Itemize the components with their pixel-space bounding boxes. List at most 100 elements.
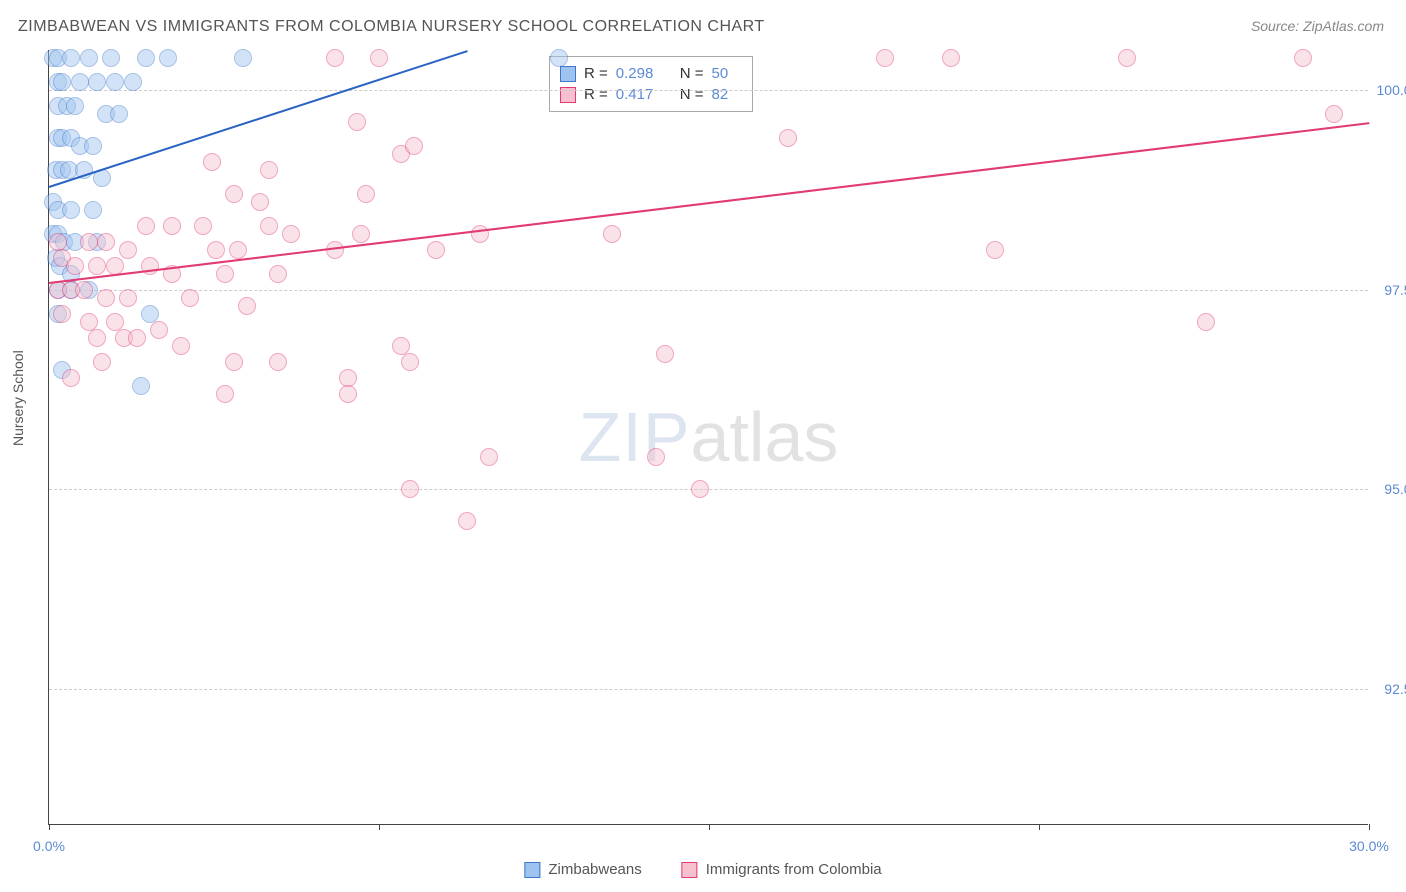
data-point (647, 448, 665, 466)
data-point (251, 193, 269, 211)
series-legend: Zimbabweans Immigrants from Colombia (524, 861, 881, 878)
data-point (88, 73, 106, 91)
x-tick (1039, 824, 1040, 830)
gridline (49, 90, 1368, 91)
chart-title: ZIMBABWEAN VS IMMIGRANTS FROM COLOMBIA N… (18, 18, 765, 36)
n-value: 82 (712, 86, 742, 103)
data-point (137, 49, 155, 67)
data-point (62, 369, 80, 387)
data-point (260, 161, 278, 179)
y-tick-label: 92.5% (1374, 681, 1406, 697)
trendline (49, 122, 1369, 284)
x-tick (49, 824, 50, 830)
data-point (194, 217, 212, 235)
data-point (97, 289, 115, 307)
data-point (1294, 49, 1312, 67)
data-point (458, 512, 476, 530)
watermark-part1: ZIP (579, 398, 691, 476)
data-point (401, 353, 419, 371)
legend-label: Zimbabweans (548, 861, 641, 878)
data-point (550, 49, 568, 67)
data-point (603, 225, 621, 243)
data-point (370, 49, 388, 67)
r-label: R = (584, 65, 608, 82)
data-point (225, 353, 243, 371)
y-tick-label: 95.0% (1374, 481, 1406, 497)
legend-item: Immigrants from Colombia (682, 861, 882, 878)
data-point (106, 73, 124, 91)
data-point (326, 49, 344, 67)
legend-swatch (560, 87, 576, 103)
data-point (238, 297, 256, 315)
correlation-legend: R =0.298N =50R =0.417N =82 (549, 56, 753, 112)
gridline (49, 689, 1368, 690)
data-point (357, 185, 375, 203)
data-point (71, 73, 89, 91)
y-axis-label: Nursery School (10, 350, 26, 446)
data-point (348, 113, 366, 131)
legend-swatch (560, 66, 576, 82)
watermark: ZIPatlas (579, 397, 839, 477)
gridline (49, 290, 1368, 291)
n-label: N = (680, 86, 704, 103)
data-point (137, 217, 155, 235)
data-point (471, 225, 489, 243)
data-point (53, 73, 71, 91)
data-point (159, 49, 177, 67)
data-point (216, 385, 234, 403)
y-tick-label: 97.5% (1374, 282, 1406, 298)
x-tick (1369, 824, 1370, 830)
x-tick-label: 30.0% (1349, 838, 1389, 854)
legend-swatch (524, 862, 540, 878)
data-point (401, 480, 419, 498)
data-point (62, 201, 80, 219)
y-tick-label: 100.0% (1374, 82, 1406, 98)
legend-item: Zimbabweans (524, 861, 641, 878)
chart-container: ZIMBABWEAN VS IMMIGRANTS FROM COLOMBIA N… (0, 0, 1406, 892)
data-point (84, 201, 102, 219)
data-point (282, 225, 300, 243)
r-value: 0.298 (616, 65, 662, 82)
data-point (53, 305, 71, 323)
data-point (1325, 105, 1343, 123)
data-point (88, 329, 106, 347)
data-point (225, 185, 243, 203)
data-point (97, 233, 115, 251)
data-point (163, 217, 181, 235)
data-point (207, 241, 225, 259)
data-point (110, 105, 128, 123)
data-point (93, 353, 111, 371)
data-point (88, 257, 106, 275)
legend-swatch (682, 862, 698, 878)
data-point (234, 49, 252, 67)
r-label: R = (584, 86, 608, 103)
data-point (75, 281, 93, 299)
data-point (203, 153, 221, 171)
data-point (132, 377, 150, 395)
data-point (229, 241, 247, 259)
legend-label: Immigrants from Colombia (706, 861, 882, 878)
data-point (84, 137, 102, 155)
data-point (405, 137, 423, 155)
data-point (66, 257, 84, 275)
data-point (216, 265, 234, 283)
data-point (876, 49, 894, 67)
data-point (80, 233, 98, 251)
data-point (427, 241, 445, 259)
x-tick-label: 0.0% (33, 838, 65, 854)
data-point (102, 49, 120, 67)
data-point (106, 257, 124, 275)
data-point (181, 289, 199, 307)
data-point (150, 321, 168, 339)
correlation-legend-row: R =0.298N =50 (560, 63, 742, 84)
x-tick (379, 824, 380, 830)
data-point (480, 448, 498, 466)
data-point (986, 241, 1004, 259)
data-point (128, 329, 146, 347)
source-attribution: Source: ZipAtlas.com (1251, 18, 1384, 34)
data-point (269, 353, 287, 371)
data-point (119, 241, 137, 259)
data-point (80, 49, 98, 67)
data-point (62, 49, 80, 67)
data-point (339, 385, 357, 403)
